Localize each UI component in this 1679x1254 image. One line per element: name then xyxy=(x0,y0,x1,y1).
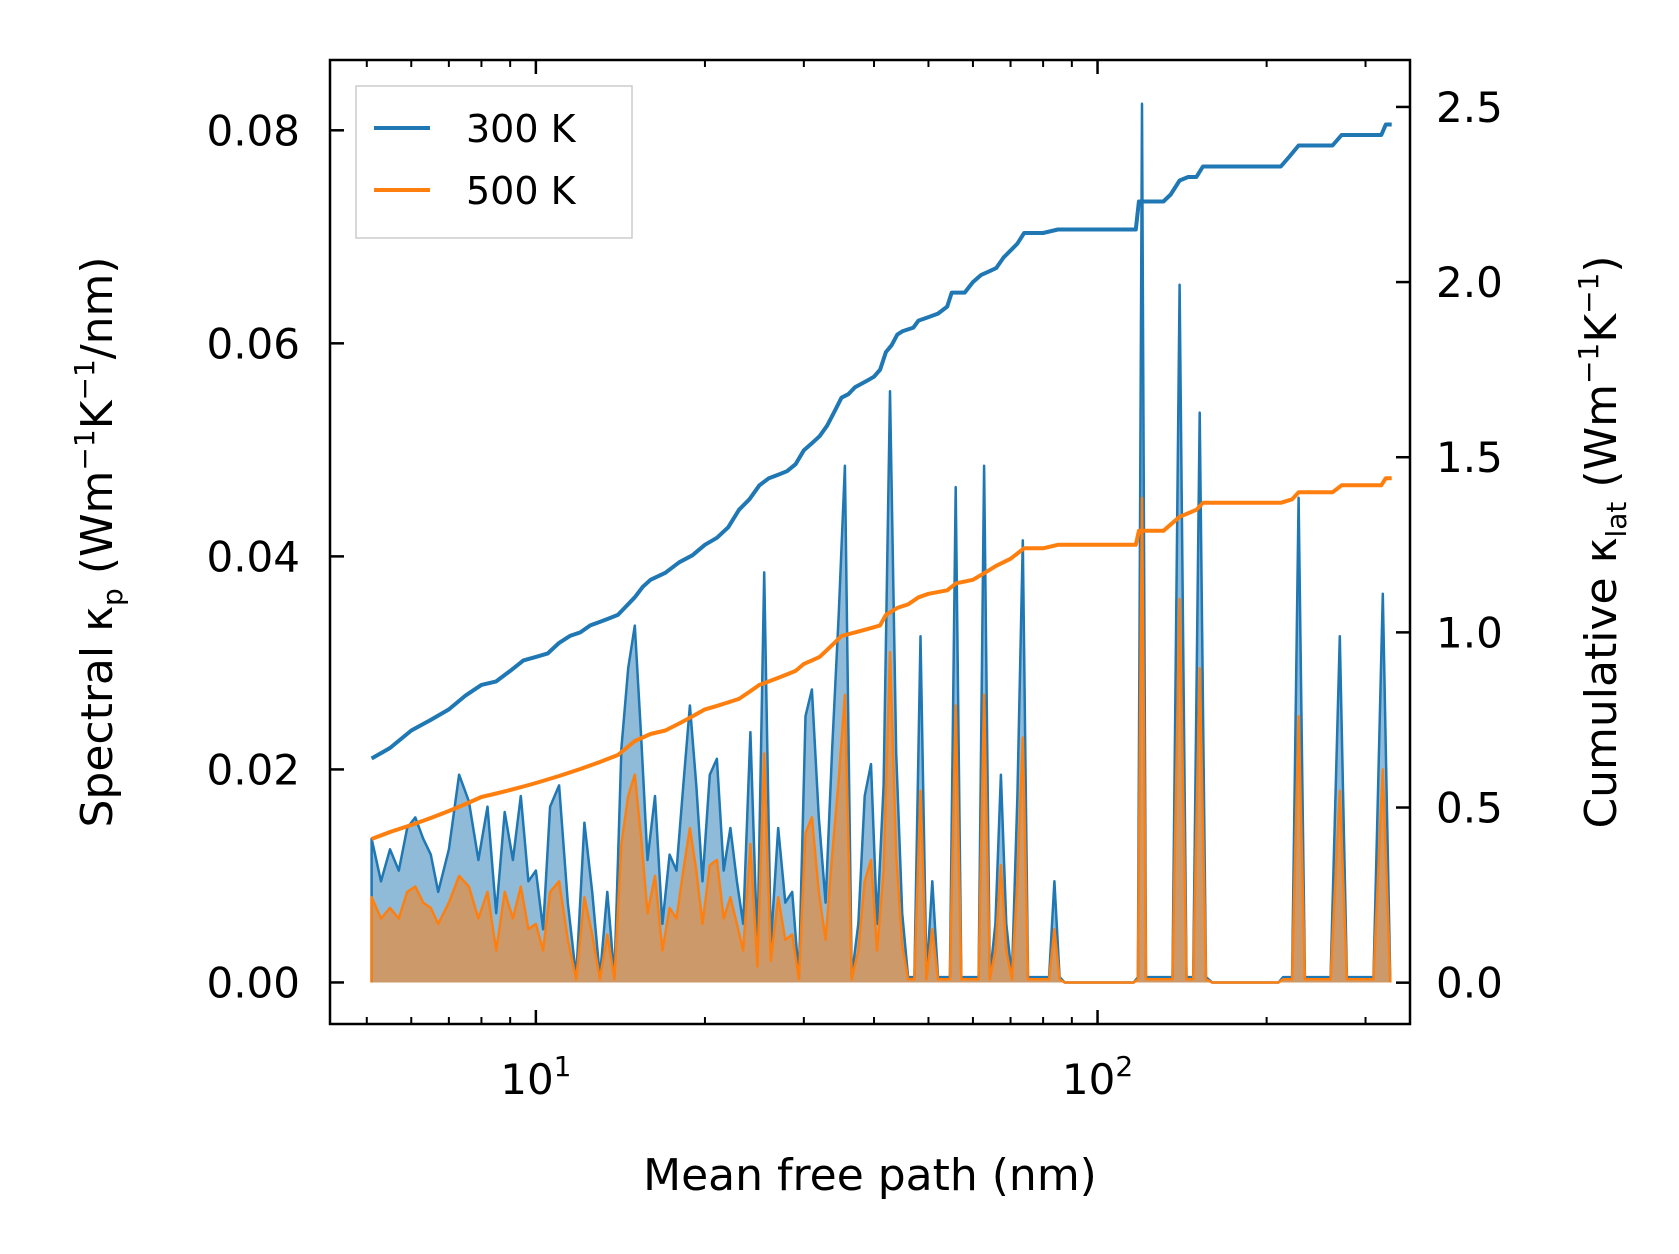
right-y-tick-label: 1.5 xyxy=(1436,433,1503,482)
legend-label-500k: 500 K xyxy=(466,169,577,213)
plot-frame xyxy=(328,58,1412,1026)
left-y-tick-label: 0.04 xyxy=(206,532,300,581)
spectral-area-500k xyxy=(371,497,1391,983)
spectral-line-layer xyxy=(370,102,1392,984)
legend-label-300k: 300 K xyxy=(466,107,577,151)
legend-frame xyxy=(355,85,633,239)
left-y-tick-label: 0.08 xyxy=(206,106,300,155)
x-axis-title: Mean free path (nm) xyxy=(643,1150,1097,1201)
cumulative-line-layer xyxy=(370,122,1392,841)
left-y-axis-title: Spectral κp (Wm−1K−1/nm) xyxy=(68,256,129,827)
x-tick-label: 102 xyxy=(1062,1050,1133,1104)
x-axis-ticks: 101 102 xyxy=(365,60,1367,1104)
x-tick-label: 101 xyxy=(500,1050,571,1104)
left-y-axis-ticks: 0.00 0.02 0.04 0.06 0.08 xyxy=(206,106,344,1007)
cumulative-line-500k xyxy=(370,476,1392,841)
legend: 300 K 500 K xyxy=(355,85,633,239)
right-y-tick-label: 0.5 xyxy=(1436,784,1503,833)
spectral-area-300k xyxy=(371,103,1391,983)
left-y-tick-label: 0.02 xyxy=(206,745,300,794)
right-y-tick-label: 2.5 xyxy=(1436,83,1503,132)
cumulative-line-300k xyxy=(370,122,1392,761)
right-y-tick-label: 0.0 xyxy=(1436,959,1503,1008)
right-y-axis-title: Cumulative κlat (Wm−1K−1) xyxy=(1572,255,1633,828)
right-y-tick-label: 1.0 xyxy=(1436,608,1503,657)
left-y-tick-label: 0.00 xyxy=(206,958,300,1007)
spectral-line-500k xyxy=(370,496,1392,984)
right-y-axis-ticks: 0.0 0.5 1.0 1.5 2.0 2.5 xyxy=(1396,83,1503,1008)
right-y-tick-label: 2.0 xyxy=(1436,258,1503,307)
spectral-line-300k xyxy=(370,102,1392,984)
left-y-tick-label: 0.06 xyxy=(206,319,300,368)
spectral-area-layer xyxy=(371,103,1391,983)
